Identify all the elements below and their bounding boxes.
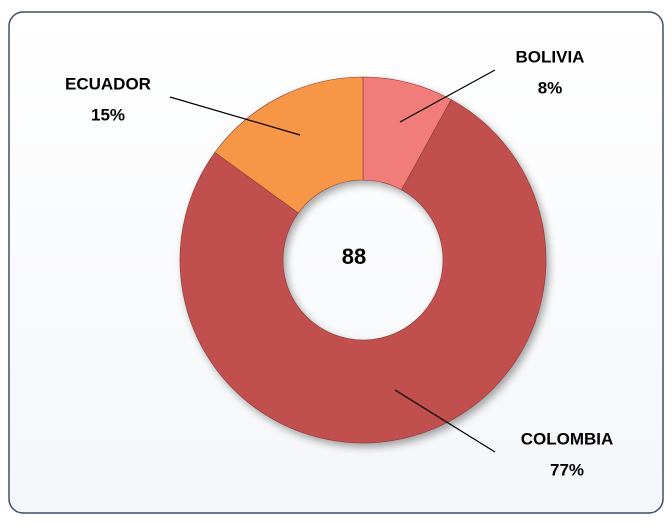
center-label: 88 bbox=[342, 244, 366, 269]
leader-line bbox=[169, 96, 301, 136]
leader-line bbox=[394, 389, 496, 453]
category-label: ECUADOR bbox=[65, 74, 151, 93]
slice bbox=[179, 99, 547, 444]
category-label: COLOMBIA bbox=[521, 429, 614, 448]
value-label: 8% bbox=[538, 78, 563, 97]
donut bbox=[179, 76, 547, 444]
leader-line bbox=[399, 69, 496, 123]
category-label: BOLIVIA bbox=[516, 47, 585, 66]
frame bbox=[8, 11, 664, 514]
value-label: 15% bbox=[91, 105, 125, 124]
slice bbox=[214, 76, 364, 214]
value-label: 77% bbox=[550, 460, 584, 479]
